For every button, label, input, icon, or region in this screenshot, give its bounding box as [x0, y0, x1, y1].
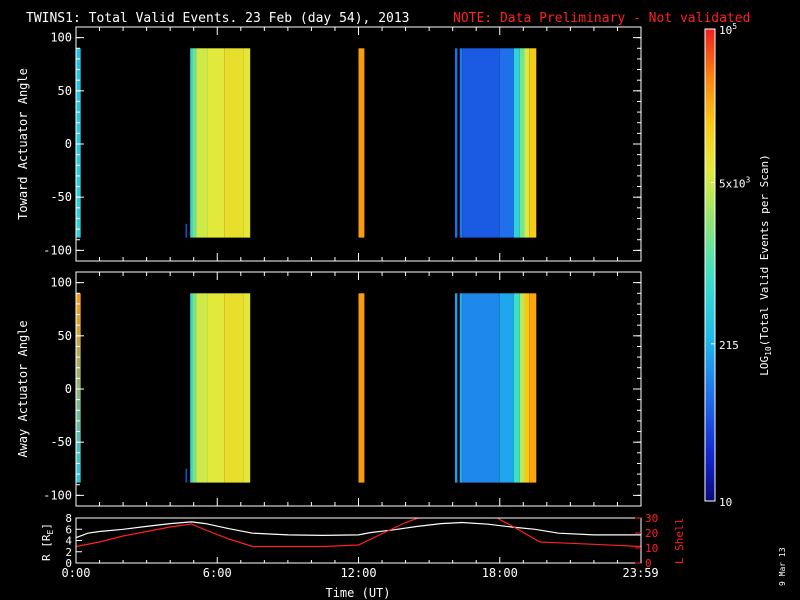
heatmap-strip — [455, 48, 458, 238]
x-tick-label: 18:00 — [482, 566, 518, 580]
heatmap-strip — [192, 293, 197, 483]
orbit-left-label: R [RE] — [40, 523, 55, 561]
heatmap-strip — [358, 293, 365, 483]
colorbar-tick-label: 10 — [719, 496, 732, 509]
colorbar-tick-label: 215 — [719, 339, 739, 352]
toward-y-axis: 100 50 0 -50 -100 — [43, 31, 641, 257]
heatmap-strip — [192, 48, 197, 238]
x-axis-label: Time (UT) — [325, 586, 390, 600]
heatmap-strip — [196, 293, 208, 483]
heatmap-strip — [243, 48, 251, 238]
heatmap-strip — [529, 48, 537, 238]
y-tick-label: 50 — [58, 329, 72, 343]
orbit-right-axis: 30 20 10 0 — [635, 512, 658, 570]
chart-title: TWINS1: Total Valid Events. 23 Feb (day … — [26, 11, 410, 26]
heatmap-strip — [207, 293, 225, 483]
heatmap-strip — [519, 48, 525, 238]
left-tick-label: 8 — [65, 512, 72, 525]
x-tick-label: 12:00 — [340, 566, 376, 580]
toward-x-axis — [75, 27, 642, 261]
orbit-lines — [76, 518, 641, 548]
heatmap-strip — [499, 48, 514, 238]
x-tick-label: 6:00 — [203, 566, 232, 580]
heatmap-strip — [519, 293, 525, 483]
colorbar-label: LOG10(Total Valid Events per Scan) — [758, 154, 773, 376]
orbit-right-label: L Shell — [673, 518, 686, 564]
y-tick-label: -100 — [43, 488, 72, 502]
away-x-axis — [75, 272, 642, 506]
y-tick-label: 0 — [65, 382, 72, 396]
l-shell-line — [76, 518, 641, 548]
heatmap-strip — [462, 48, 500, 238]
heatmap-strip — [459, 293, 463, 483]
heatmap-strip — [185, 468, 188, 483]
orbit-x-axis: 0:00 6:00 12:00 18:00 23:59 — [62, 557, 659, 580]
y-tick-label: -100 — [43, 243, 72, 257]
heatmap-strip — [499, 293, 514, 483]
heatmap-strip — [529, 293, 537, 483]
heatmap-strip — [455, 293, 458, 483]
colorbar-ticks: 105 5x103 215 10 — [711, 22, 751, 509]
heatmap-strip — [190, 293, 193, 483]
y-tick-label: 0 — [65, 137, 72, 151]
away-panel: 100 50 0 -50 -100 Away Actuator Angle — [16, 271, 642, 507]
heatmap-strip — [524, 293, 530, 483]
left-tick-label: 0 — [65, 557, 72, 570]
y-tick-label: 100 — [50, 276, 72, 290]
away-y-axis: 100 50 0 -50 -100 — [43, 276, 641, 502]
heatmap-strip — [207, 48, 225, 238]
preliminary-note: NOTE: Data Preliminary - Not validated — [453, 11, 750, 26]
x-tick-label: 23:59 — [623, 566, 659, 580]
heatmap-strip — [185, 223, 188, 238]
toward-heatmap — [76, 48, 537, 238]
y-tick-label: 50 — [58, 84, 72, 98]
right-tick-label: 20 — [645, 527, 658, 540]
away-heatmap — [76, 293, 537, 483]
heatmap-strip — [513, 293, 520, 483]
heatmap-strip — [358, 48, 365, 238]
colorbar: 105 5x103 215 10 LOG10(Total Valid Events p… — [704, 22, 773, 509]
colorbar-tick-label: 5x103 — [719, 176, 751, 191]
heatmap-strip — [76, 48, 81, 238]
heatmap-strip — [224, 293, 244, 483]
left-tick-label: 4 — [65, 535, 72, 548]
x-tick-label: 0:00 — [62, 566, 91, 580]
left-tick-label: 2 — [65, 546, 72, 559]
heatmap-strip — [524, 48, 530, 238]
heatmap-strip — [459, 48, 463, 238]
left-tick-label: 6 — [65, 523, 72, 536]
heatmap-strip — [462, 293, 500, 483]
heatmap-strip — [76, 293, 81, 483]
heatmap-strip — [224, 48, 244, 238]
colorbar-fill — [705, 29, 715, 501]
colorbar-tick-label: 105 — [719, 22, 737, 37]
date-stamp: 9 Mar 13 — [778, 547, 787, 586]
toward-panel: 100 50 0 -50 -100 Toward Actuator Angle — [16, 26, 642, 262]
colorbar-frame — [704, 28, 716, 502]
right-tick-label: 10 — [645, 542, 658, 555]
heatmap-strip — [190, 48, 193, 238]
away-y-label: Away Actuator Angle — [16, 320, 30, 457]
right-tick-label: 30 — [645, 512, 658, 525]
right-tick-label: 0 — [645, 557, 652, 570]
heatmap-strip — [513, 48, 520, 238]
y-tick-label: 100 — [50, 31, 72, 45]
heatmap-strip — [196, 48, 208, 238]
y-tick-label: -50 — [50, 435, 72, 449]
heatmap-strip — [243, 293, 251, 483]
y-tick-label: -50 — [50, 190, 72, 204]
toward-y-label: Toward Actuator Angle — [16, 68, 30, 220]
